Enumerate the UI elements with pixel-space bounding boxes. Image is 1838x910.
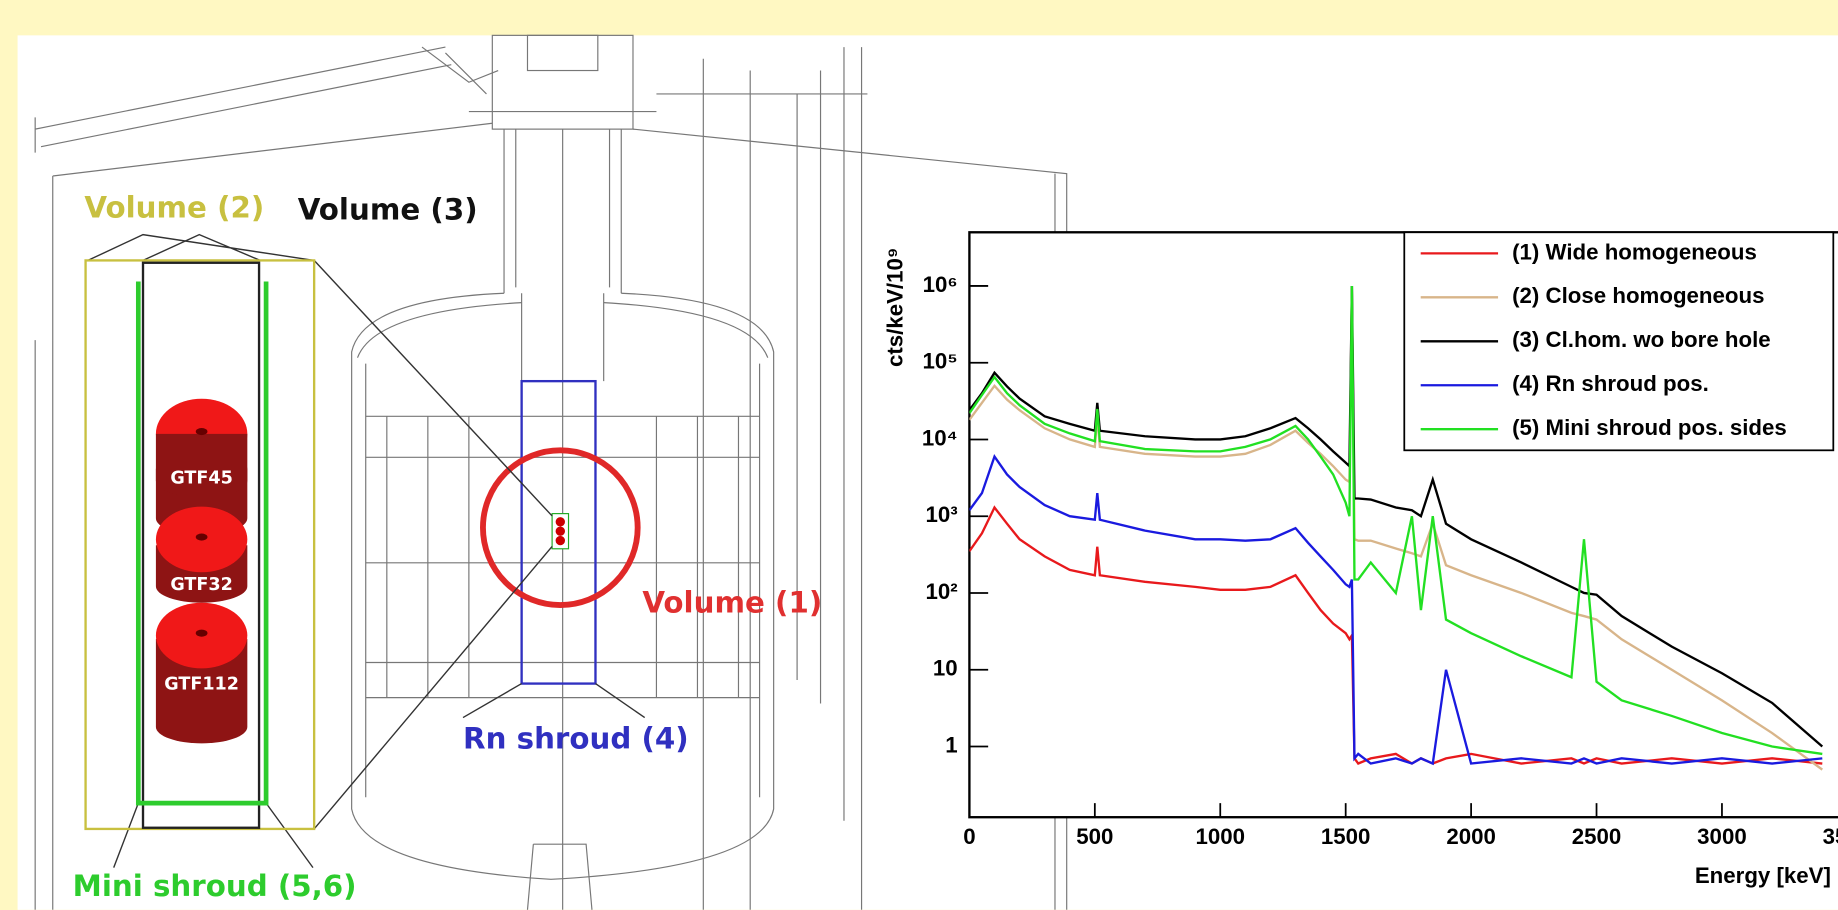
y-tick-label: 10² [925, 579, 957, 604]
y-tick-label: 10⁶ [923, 272, 958, 297]
y-tick-label: 10 [933, 656, 958, 681]
detector-label: GTF32 [170, 575, 233, 595]
volume-1-label: Volume (1) [642, 585, 822, 619]
detector-label: GTF112 [164, 675, 239, 695]
x-tick-label: 1000 [1195, 824, 1245, 849]
y-tick-label: 10³ [925, 502, 957, 527]
legend-label: (1) Wide homogeneous [1512, 239, 1757, 264]
y-axis-label: cts/keV/10⁹ [883, 248, 908, 368]
rn-shroud [520, 379, 597, 685]
y-tick-label: 1 [945, 732, 957, 757]
x-tick-label: 1500 [1321, 824, 1371, 849]
y-tick-label: 10⁵ [922, 349, 957, 374]
x-tick-label: 3500 [1823, 824, 1838, 849]
mini-shroud-label: Mini shroud (5,6) [73, 869, 357, 903]
legend-label: (2) Close homogeneous [1512, 283, 1764, 308]
volume-1-circle [480, 447, 641, 608]
legend-label: (3) Cl.hom. wo bore hole [1512, 327, 1771, 352]
x-tick-label: 500 [1076, 824, 1113, 849]
series-line [969, 285, 1824, 748]
detector-stack [155, 398, 248, 744]
series-group [969, 285, 1824, 771]
volume-3-label: Volume (3) [298, 193, 478, 227]
mini-crystal [555, 517, 565, 527]
series-line [969, 453, 1823, 766]
rn-shroud-label: Rn shroud (4) [463, 721, 689, 755]
legend-label: (5) Mini shroud pos. sides [1512, 415, 1787, 440]
mini-shroud [135, 281, 269, 806]
mini-crystal [555, 535, 565, 546]
x-tick-label: 2500 [1572, 824, 1622, 849]
volume-2-label: Volume (2) [84, 190, 264, 224]
x-tick-label: 2000 [1446, 824, 1496, 849]
x-tick-label: 0 [963, 824, 975, 849]
volume-3-box [141, 261, 261, 829]
series-line [969, 285, 1823, 756]
x-axis-label: Energy [keV] [1695, 863, 1831, 888]
legend-label: (4) Rn shroud pos. [1512, 371, 1709, 396]
y-tick-label: 10⁴ [922, 425, 958, 450]
pointer-lines [87, 233, 646, 869]
x-tick-label: 3000 [1697, 824, 1747, 849]
detector-label: GTF45 [170, 468, 233, 488]
mini-crystal [555, 526, 565, 536]
